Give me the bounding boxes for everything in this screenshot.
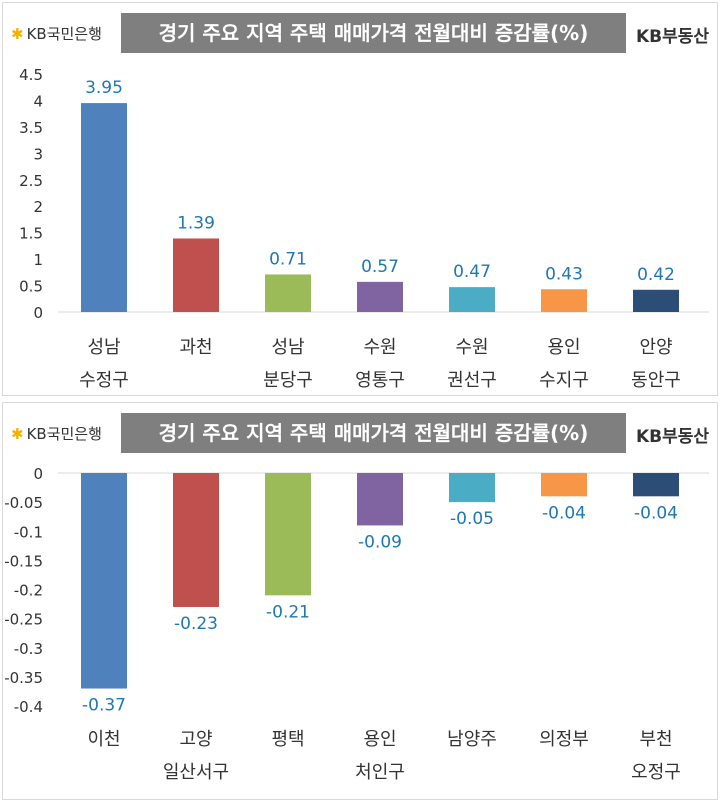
bar-chart-decrease: 0 -0.05 -0.1 -0.15 -0.2 -0.25 -0.3 -0.35 -0.4 -0.…	[4, 465, 709, 783]
data-label: 1.39	[177, 213, 215, 233]
bar	[541, 289, 587, 312]
data-label: 0.71	[269, 249, 307, 269]
category-label-line2: 일산서구	[163, 762, 229, 783]
y-tick-label: 1	[33, 251, 43, 269]
category-label: 용인	[363, 729, 396, 750]
category-label-line2: 동안구	[631, 370, 681, 391]
bar	[173, 473, 219, 607]
y-tick-label: -0.35	[4, 669, 43, 687]
category-label-line2: 처인구	[355, 762, 405, 783]
kb-bank-logo: ✱ KB국민은행	[11, 25, 102, 43]
bar	[81, 103, 127, 312]
y-tick-label: -0.2	[14, 582, 43, 600]
bar	[449, 473, 495, 503]
y-tick-label: -0.3	[14, 640, 43, 658]
bar	[541, 473, 587, 497]
y-tick-label: -0.15	[4, 552, 43, 570]
category-label-line2: 수지구	[539, 370, 589, 391]
category-label: 평택	[271, 729, 304, 750]
category-label-line2: 권선구	[447, 370, 497, 391]
category-label-line2: 영통구	[355, 370, 405, 391]
chart-panel-decrease: ✱ KB국민은행 경기 주요 지역 주택 매매가격 전월대비 증감률(%) KB부…	[2, 402, 718, 800]
brand-logo-text: KB부동산	[635, 27, 709, 47]
kb-bank-logo: ✱ KB국민은행	[11, 425, 102, 443]
y-tick-label: 3.5	[19, 119, 43, 137]
data-label: 0.42	[637, 265, 675, 285]
category-label: 성남	[271, 337, 304, 358]
y-tick-label: 3	[33, 145, 43, 163]
category-label: 과천	[179, 337, 212, 358]
category-label: 용인	[547, 337, 580, 358]
data-label: -0.04	[634, 503, 678, 523]
category-label: 부천	[639, 729, 672, 750]
y-tick-label: 0.5	[19, 278, 43, 296]
bar	[633, 473, 679, 497]
category-label: 안양	[639, 337, 672, 358]
bank-logo-text: KB국민은행	[26, 25, 102, 43]
bar	[357, 281, 403, 312]
kb-realestate-logo: KB부동산	[636, 22, 709, 47]
data-label: 0.47	[453, 262, 491, 282]
y-tick-label: -0.4	[14, 698, 43, 716]
data-label: -0.21	[266, 602, 310, 622]
bar	[633, 289, 679, 312]
y-tick-label: 2	[33, 198, 43, 216]
category-label-line2: 오정구	[631, 762, 681, 783]
y-tick-label: 4.5	[19, 66, 43, 84]
category-label: 남양주	[447, 729, 497, 750]
chart-header: ✱ KB국민은행 경기 주요 지역 주택 매매가격 전월대비 증감률(%) KB부…	[3, 413, 717, 455]
y-tick-label: 2.5	[19, 172, 43, 190]
bar	[173, 238, 219, 312]
y-tick-label: 0	[33, 304, 43, 322]
y-tick-label: 1.5	[19, 225, 43, 243]
data-label: -0.37	[82, 696, 126, 716]
bar	[449, 287, 495, 312]
y-tick-label: -0.1	[14, 523, 43, 541]
bar	[81, 473, 127, 689]
bar	[265, 473, 311, 596]
data-label: -0.04	[542, 503, 586, 523]
category-label: 수원	[455, 337, 488, 358]
data-label: -0.05	[450, 509, 494, 529]
bank-logo-text: KB국민은행	[26, 425, 102, 443]
category-label: 고양	[179, 729, 212, 750]
brand-logo-text: KB부동산	[635, 427, 709, 447]
data-label: -0.23	[174, 614, 218, 634]
chart-panel-increase: ✱ KB국민은행 경기 주요 지역 주택 매매가격 전월대비 증감률(%) KB부…	[2, 2, 718, 396]
category-label: 이천	[87, 729, 120, 750]
chart-title: 경기 주요 지역 주택 매매가격 전월대비 증감률(%)	[121, 13, 626, 53]
y-tick-label: 0	[33, 465, 43, 483]
y-tick-label: -0.25	[4, 611, 43, 629]
data-label: 0.43	[545, 264, 583, 284]
y-tick-label: -0.05	[4, 494, 43, 512]
category-label: 성남	[87, 337, 120, 358]
category-label: 의정부	[539, 729, 589, 750]
chart-header: ✱ KB국민은행 경기 주요 지역 주택 매매가격 전월대비 증감률(%) KB부…	[3, 13, 717, 55]
data-label: -0.09	[358, 532, 402, 552]
chart-title: 경기 주요 지역 주택 매매가격 전월대비 증감률(%)	[121, 413, 626, 453]
data-label: 3.95	[85, 78, 123, 98]
kb-realestate-logo: KB부동산	[636, 422, 709, 447]
category-label-line2: 분당구	[263, 370, 313, 391]
y-tick-label: 4	[33, 92, 43, 110]
category-label-line2: 수정구	[79, 370, 129, 391]
bar	[357, 473, 403, 526]
category-label: 수원	[363, 337, 396, 358]
bar	[265, 274, 311, 312]
data-label: 0.57	[361, 257, 399, 277]
